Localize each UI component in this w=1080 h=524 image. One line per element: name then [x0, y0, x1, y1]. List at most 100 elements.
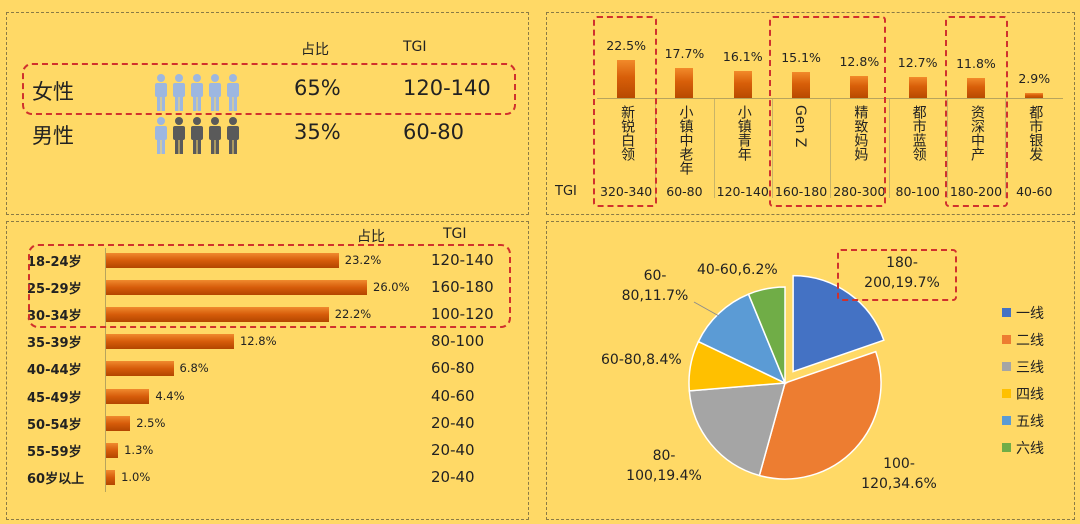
age-axis-line	[105, 248, 106, 492]
age-category-label: 50-54岁	[27, 417, 82, 433]
age-bar	[105, 415, 131, 431]
age-value-label: 12.8%	[239, 334, 277, 349]
segment-value-label: 12.8%	[839, 54, 880, 70]
age-bar	[105, 388, 150, 404]
segment-tgi-value: 320-340	[600, 184, 653, 199]
legend-label: 五线	[1016, 414, 1044, 430]
age-category-label: 40-44岁	[27, 363, 82, 379]
segment-value-label: 12.7%	[897, 54, 938, 70]
gender-tgi-header: TGI	[403, 39, 427, 55]
segment-bar	[850, 76, 869, 98]
female-person-icons	[150, 73, 245, 117]
pie-data-label: 100-120,34.6%	[861, 456, 937, 492]
segment-value-label: 2.9%	[1018, 71, 1051, 87]
person-icon	[209, 117, 221, 154]
legend-label: 四线	[1016, 387, 1044, 403]
age-category-label: 18-24岁	[27, 255, 82, 270]
age-value-label: 22.2%	[334, 307, 372, 322]
segment-divider	[1005, 98, 1007, 198]
segment-tgi-value: 60-80	[666, 184, 703, 199]
age-tgi-value: 20-40	[431, 413, 475, 432]
male-tgi: 60-80	[403, 120, 465, 144]
segment-divider	[830, 98, 832, 198]
age-highlight-18-34	[28, 244, 511, 328]
legend-swatch	[1002, 443, 1011, 452]
person-icon	[209, 74, 221, 111]
age-category-label: 35-39岁	[27, 336, 82, 352]
legend-swatch	[1002, 335, 1011, 344]
person-icon	[227, 74, 239, 111]
age-bar	[105, 280, 367, 296]
age-chart: 18-24岁 23.2% 120-140 25-29岁 26.0% 160-180 30-3…	[7, 222, 530, 521]
segment-axis-line	[597, 98, 1064, 99]
male-person-icons	[150, 116, 245, 160]
age-category-label: 55-59岁	[27, 444, 82, 460]
age-tgi-header: TGI	[443, 226, 467, 242]
legend-swatch	[1002, 416, 1011, 425]
age-bar	[105, 334, 234, 350]
city-panel: 180-200,19.7% 100-120,34.6% 80-100,19.4% 60…	[546, 221, 1075, 520]
pie-slice	[697, 293, 787, 385]
male-label: 男性	[32, 124, 74, 148]
female-person-icons-svg	[155, 74, 239, 111]
gender-share-header: 占比	[301, 42, 329, 58]
age-tgi-value: 80-100	[431, 332, 485, 351]
segment-bar	[792, 72, 811, 98]
segment-tgi-value: 180-200	[949, 184, 1003, 199]
segments-panel: 22.5% 新锐白领 320-340 17.7% 小镇中老年 60-80 16.1% 小镇青年…	[546, 12, 1075, 215]
segment-highlight-zishen	[945, 16, 1008, 207]
pie-slice	[747, 286, 786, 384]
age-bar	[105, 442, 119, 458]
segments-tgi-label: TGI	[555, 184, 577, 199]
segment-divider	[771, 98, 773, 198]
female-share: 65%	[294, 76, 341, 100]
city-highlight-tier1	[837, 249, 957, 301]
segment-tgi-value: 280-300	[833, 184, 886, 199]
person-icon	[191, 117, 203, 154]
legend-item: 二线	[1002, 333, 1044, 349]
age-bar	[105, 253, 339, 268]
pie-data-label: 60-80,11.7%	[622, 268, 689, 304]
age-tgi-value: 20-40	[431, 467, 475, 486]
age-category-label: 25-29岁	[27, 282, 82, 298]
pie-slice	[688, 382, 787, 477]
age-value-label: 23.2%	[344, 253, 382, 267]
age-tgi-value: 40-60	[431, 386, 475, 405]
age-tgi-value: 160-180	[431, 278, 494, 297]
age-category-label: 60岁以上	[27, 471, 85, 487]
segment-value-label: 22.5%	[606, 38, 646, 53]
legend-item: 五线	[1002, 414, 1044, 430]
gender-panel: 占比 TGI 女性 65% 120-140 男性 35% 60-80	[6, 12, 529, 215]
segment-bar	[617, 60, 636, 98]
legend-label: 一线	[1016, 306, 1044, 322]
pie-data-label: 40-60,6.2%	[697, 262, 778, 278]
female-label: 女性	[32, 80, 74, 104]
segment-category-label: 资深中产	[968, 105, 985, 161]
segment-value-label: 15.1%	[781, 50, 821, 66]
pie-data-label: 80-100,19.4%	[626, 448, 702, 484]
pie-data-label: 60-80,8.4%	[601, 352, 682, 368]
age-value-label: 26.0%	[373, 280, 410, 295]
age-value-label: 2.5%	[136, 415, 166, 430]
male-person-icons-svg	[155, 117, 239, 154]
age-tgi-value: 100-120	[431, 305, 494, 324]
legend-swatch	[1002, 362, 1011, 371]
segment-category-label: 都市蓝领	[910, 105, 927, 161]
female-highlight	[22, 63, 516, 115]
age-value-label: 1.0%	[121, 469, 151, 484]
person-icon	[173, 117, 185, 154]
legend-label: 三线	[1016, 360, 1044, 376]
segment-bar	[1025, 93, 1044, 98]
age-tgi-value: 60-80	[431, 359, 475, 378]
segment-category-label: 小镇中老年	[677, 105, 694, 175]
segment-highlight-genz-mama	[769, 16, 886, 207]
legend-item: 一线	[1002, 306, 1044, 322]
age-category-label: 30-34岁	[27, 309, 82, 325]
pie-slice	[758, 350, 882, 480]
segment-highlight-xinrui	[593, 16, 657, 207]
segment-category-label: 新锐白领	[619, 105, 636, 161]
age-value-label: 4.4%	[155, 388, 185, 403]
legend-item: 六线	[1002, 441, 1044, 457]
legend-swatch	[1002, 308, 1011, 317]
pie-slice	[792, 274, 885, 373]
